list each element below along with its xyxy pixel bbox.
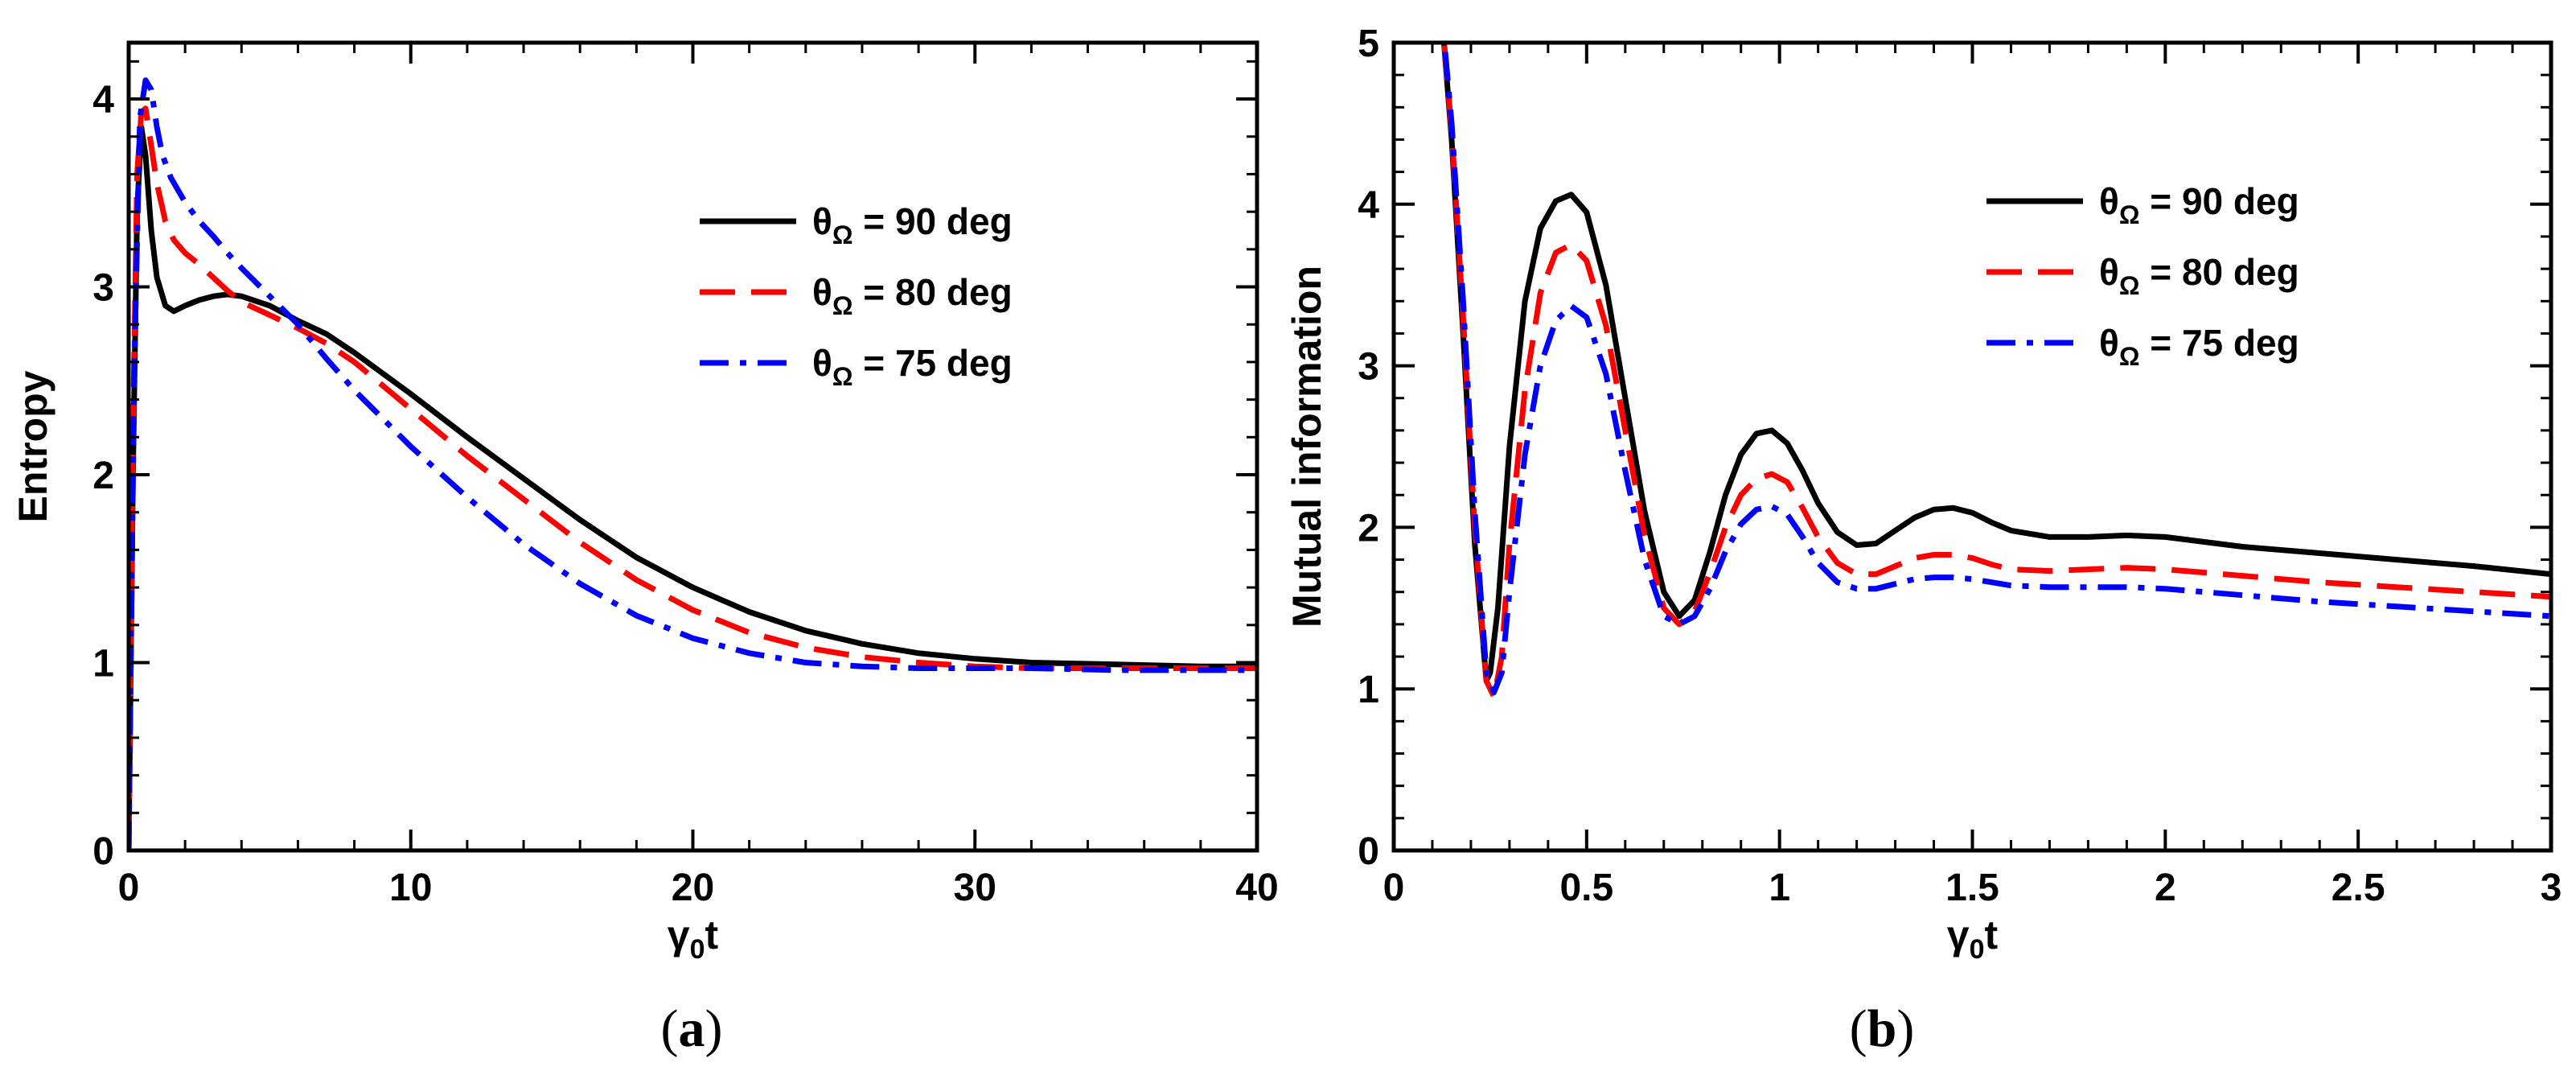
y-tick-label-b-3: 3 xyxy=(1358,346,1379,389)
x-axis-title-subscript-b: 0 xyxy=(1970,934,1985,965)
legend-text-a-2: = 75 deg xyxy=(853,342,1013,384)
y-tick-label-b-1: 1 xyxy=(1358,669,1379,711)
legend-sub-b-1: Ω xyxy=(2119,271,2140,300)
x-axis-title-b: γ0t xyxy=(1947,912,1999,965)
legend-theta-b-0: θ xyxy=(2099,180,2119,222)
y-tick-label-b-4: 4 xyxy=(1358,184,1379,227)
x-axis-title-var-b: t xyxy=(1985,912,1999,957)
x-tick-label-b-4: 2 xyxy=(2155,867,2176,909)
legend-theta-a-1: θ xyxy=(812,271,832,313)
x-axis-title-symbol-b: γ xyxy=(1947,912,1970,957)
x-tick-label-b-6: 3 xyxy=(2541,867,2562,909)
legend-label-b-0: θΩ = 90 deg xyxy=(2099,180,2299,229)
x-tick-label-a-0: 0 xyxy=(118,867,140,909)
legend-sub-b-0: Ω xyxy=(2119,200,2140,229)
series-line-b-2 xyxy=(1441,43,2551,695)
series-group-a xyxy=(129,77,1257,850)
y-tick-label-b-2: 2 xyxy=(1358,507,1379,550)
panel-a-caption: (a) xyxy=(661,999,723,1058)
plot-frame-b xyxy=(1391,40,2553,853)
legend-text-b-1: = 80 deg xyxy=(2140,251,2299,293)
legend-theta-a-0: θ xyxy=(812,200,832,242)
x-axis-title-a: γ0t xyxy=(668,912,719,965)
legend-sub-a-0: Ω xyxy=(832,220,853,249)
x-tick-label-b-5: 2.5 xyxy=(2332,867,2385,909)
x-tick-label-b-0: 0 xyxy=(1383,867,1405,909)
y-tick-label-a-4: 4 xyxy=(92,79,114,121)
y-tick-label-a-2: 2 xyxy=(92,455,114,497)
x-axis-title-symbol-a: γ xyxy=(668,912,690,957)
y-tick-label-a-1: 1 xyxy=(92,643,114,686)
y-tick-label-a-0: 0 xyxy=(92,830,114,873)
x-tick-label-a-1: 10 xyxy=(389,867,432,909)
legend-text-a-0: = 90 deg xyxy=(853,200,1013,242)
x-tick-label-b-3: 1.5 xyxy=(1945,867,1999,909)
legend-label-b-2: θΩ = 75 deg xyxy=(2099,322,2299,371)
y-tick-label-b-5: 5 xyxy=(1358,23,1379,65)
x-tick-label-a-4: 40 xyxy=(1235,867,1278,909)
y-tick-label-a-3: 3 xyxy=(92,267,114,310)
x-tick-label-a-2: 20 xyxy=(672,867,714,909)
x-axis-title-subscript-a: 0 xyxy=(690,934,705,965)
series-line-a-0 xyxy=(129,124,1257,850)
legend-sub-a-1: Ω xyxy=(832,291,853,320)
series-line-b-0 xyxy=(1440,43,2551,684)
x-tick-label-b-2: 1 xyxy=(1769,867,1790,909)
legend-theta-b-2: θ xyxy=(2099,322,2119,364)
legend-theta-a-2: θ xyxy=(812,342,832,384)
panel-b-caption: (b) xyxy=(1850,999,1915,1058)
y-tick-label-b-0: 0 xyxy=(1358,830,1379,873)
legend-text-b-0: = 90 deg xyxy=(2140,180,2299,222)
y-axis-title-b: Mutual information xyxy=(1284,266,1329,628)
x-tick-label-a-3: 30 xyxy=(954,867,996,909)
legend-text-a-1: = 80 deg xyxy=(853,271,1013,313)
x-tick-label-b-1: 0.5 xyxy=(1559,867,1613,909)
x-axis-title-var-a: t xyxy=(705,912,719,957)
legend-label-b-1: θΩ = 80 deg xyxy=(2099,251,2299,300)
series-line-a-1 xyxy=(129,105,1257,850)
legend-label-a-0: θΩ = 90 deg xyxy=(812,200,1013,249)
legend-theta-b-1: θ xyxy=(2099,251,2119,293)
plot-frame-a xyxy=(126,40,1259,853)
y-axis-title-a: Entropy xyxy=(10,370,55,522)
legend-sub-a-2: Ω xyxy=(832,362,853,391)
series-line-b-1 xyxy=(1441,43,2551,700)
series-group-b xyxy=(1440,43,2551,700)
legend-sub-b-2: Ω xyxy=(2119,342,2140,371)
legend-text-b-2: = 75 deg xyxy=(2140,322,2299,364)
legend-label-a-1: θΩ = 80 deg xyxy=(812,271,1013,320)
series-line-a-2 xyxy=(129,77,1257,850)
legend-label-a-2: θΩ = 75 deg xyxy=(812,342,1013,391)
